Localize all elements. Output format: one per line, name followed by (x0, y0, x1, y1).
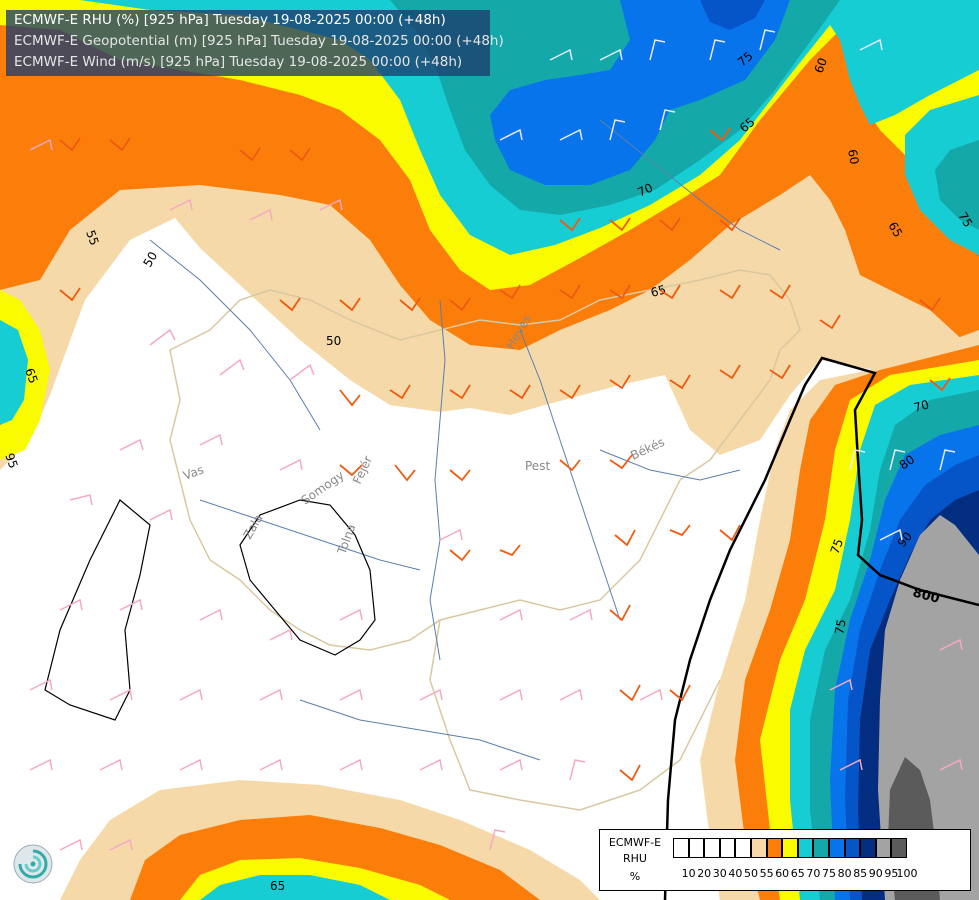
rhu-contour-label: 70 (912, 397, 930, 414)
geopotential-isoline-west (239, 499, 376, 656)
rhu-contour-label: 60 (845, 148, 861, 165)
rhu-band-85-north (700, 0, 765, 30)
rhu-contour-label: 95 (2, 451, 20, 470)
wind-barbs-pink (29, 138, 963, 851)
rhu-band-70-west (0, 320, 28, 425)
legend-tick-label: 90 (868, 867, 883, 880)
rhu-contour-label: 65 (270, 879, 285, 893)
legend-tick-label: 80 (837, 867, 852, 880)
legend-tick-label: 30 (712, 867, 727, 880)
legend-tick-label: 10 (681, 867, 696, 880)
legend-swatch (688, 838, 705, 858)
rhu-contour-label: 65 (649, 282, 667, 299)
region-label-vas: Vas (181, 463, 205, 483)
title-rhu: ECMWF-E RHU (%) [925 hPa] Tuesday 19-08-… (14, 12, 446, 28)
legend-swatch (766, 838, 783, 858)
legend-tick-label: 100 (896, 867, 918, 880)
rhu-contour-label: 70 (635, 181, 655, 200)
color-legend: ECMWF-E RHU % 10 20 30 40 50 55 60 65 70 75 80 85 90… (599, 829, 971, 891)
rhu-contour-label: 65 (885, 220, 905, 240)
rhu-band-80-north (490, 0, 790, 185)
wind-barbs-orange (59, 127, 951, 782)
legend-swatch (704, 838, 720, 858)
geopotential-contour-label: 800 (911, 585, 941, 607)
legend-swatch (751, 838, 767, 858)
legend-tick-label: 20 (697, 867, 712, 880)
rivers (149, 119, 781, 761)
legend-swatch (719, 838, 736, 858)
logo-icon (13, 844, 53, 884)
rhu-contour-label: 55 (83, 228, 101, 247)
rhu-contour-label: 65 (22, 366, 40, 385)
legend-tick-label: 55 (759, 867, 774, 880)
rhu-contour-label: 75 (828, 537, 846, 556)
legend-swatch (813, 838, 829, 858)
rhu-contour-label: 50 (326, 334, 341, 348)
rhu-band-75-northeast (935, 140, 979, 230)
legend-swatch (782, 838, 798, 858)
rhu-contour-label: 75 (955, 210, 975, 230)
wind-barbs-white (499, 29, 956, 541)
legend-swatch (844, 838, 861, 858)
legend-tick-label: 40 (728, 867, 743, 880)
geopotential-isoline-southwest (44, 499, 151, 721)
legend-swatch (829, 838, 845, 858)
title-geopotential: ECMWF-E Geopotential (m) [925 hPa] Tuesd… (14, 33, 504, 49)
legend-unit-label: % (629, 870, 641, 883)
rhu-band-70-south (200, 875, 390, 900)
legend-swatch (891, 838, 907, 858)
legend-swatch (735, 838, 751, 858)
geopotential-isoline-east (663, 356, 979, 900)
region-label-pest: Pest (525, 459, 550, 473)
geopotential-contour-labels: 800 (911, 585, 941, 607)
legend-tick-label: 60 (775, 867, 790, 880)
legend-variable-label: RHU (623, 852, 647, 865)
borders (169, 269, 801, 811)
legend-swatch (875, 838, 892, 858)
rhu-contour-label: 50 (140, 249, 160, 269)
rhu-contour-label: 60 (812, 56, 830, 75)
legend-model-label: ECMWF-E (608, 836, 662, 849)
map-title-box: ECMWF-E RHU (%) [925 hPa] Tuesday 19-08-… (6, 10, 504, 76)
legend-tick-label: 70 (806, 867, 821, 880)
rhu-contour-label: 75 (832, 618, 848, 635)
legend-tick-label: 65 (790, 867, 805, 880)
legend-swatch (797, 838, 814, 858)
legend-tick-label: 50 (744, 867, 758, 880)
legend-swatch (860, 838, 876, 858)
title-wind: ECMWF-E Wind (m/s) [925 hPa] Tuesday 19-… (14, 54, 463, 70)
rhu-contour-labels: 50 50 55 60 60 65 65 65 65 65 70 70 75 7… (2, 49, 975, 893)
legend-tick-label: 75 (822, 867, 836, 880)
legend-tick-label: 95 (884, 867, 899, 880)
legend-swatch (673, 838, 689, 858)
legend-tick-label: 85 (853, 867, 868, 880)
